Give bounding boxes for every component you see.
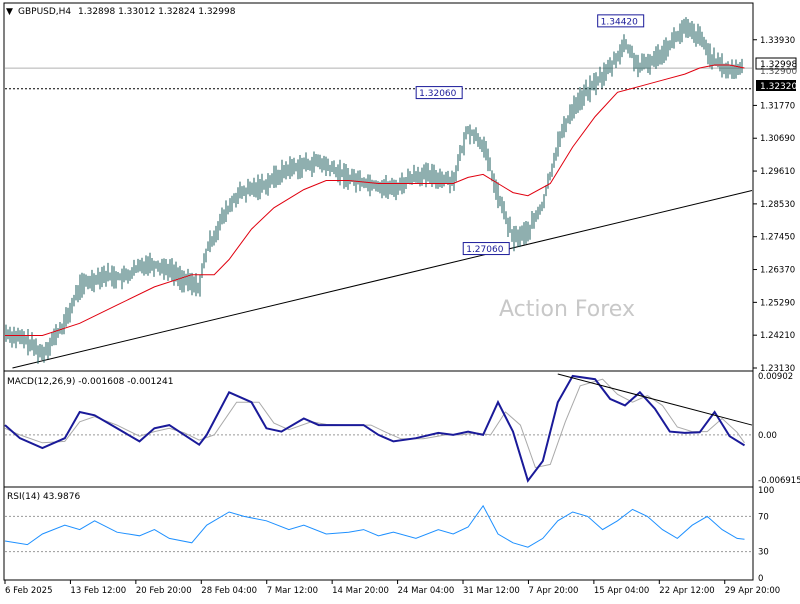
hidden-price-tag: 1.32900 (760, 67, 797, 77)
svg-text:1.32998: 1.32998 (760, 60, 797, 70)
macd-header: MACD(12,26,9) -0.001608 -0.001241 (7, 377, 173, 387)
ohlc-values: 1.32898 1.33012 1.32824 1.32998 (78, 7, 236, 17)
rsi-axis-label: 30 (758, 548, 769, 558)
rsi-layer: RSI(14) 43.9876 (4, 492, 752, 553)
price-axis-label: 1.31770 (760, 101, 795, 111)
time-axis-label: 15 Apr 04:00 (594, 586, 649, 596)
price-axis-label: 1.27450 (760, 233, 795, 243)
macd-axis-label: -0.006915 (758, 476, 800, 486)
time-axis-label: 6 Feb 2025 (5, 586, 53, 596)
time-axis-label: 20 Feb 20:00 (136, 586, 192, 596)
time-axis-label: 13 Feb 12:00 (70, 586, 126, 596)
time-axis-label: 7 Apr 20:00 (528, 586, 578, 596)
time-axis-label: 7 Mar 12:00 (267, 586, 318, 596)
price-axis-label: 1.24210 (760, 331, 795, 341)
time-axis-label: 31 Mar 12:00 (463, 586, 520, 596)
time-axis-label: 14 Mar 20:00 (332, 586, 389, 596)
time-axis-label: 22 Apr 12:00 (659, 586, 714, 596)
rsi-axis-label: 0 (758, 574, 763, 584)
price-annotation: 1.32060 (415, 86, 463, 100)
svg-text:1.32320: 1.32320 (760, 82, 797, 92)
macd-line (4, 374, 746, 483)
annotation-label: 1.34420 (601, 17, 638, 27)
price-axis-label: 1.28530 (760, 200, 795, 210)
time-axis-label: 24 Mar 04:00 (398, 586, 455, 596)
price-axis-label: 1.23130 (760, 364, 795, 374)
annotation-box (462, 242, 510, 256)
rsi-panel-frame (3, 486, 754, 581)
rsi-line (4, 504, 745, 548)
axis-layer: 1.33930 1.31770 1.30690 1.29610 1.28530 1.274… (4, 36, 800, 596)
price-axis-label: 1.33930 (760, 36, 795, 46)
watermark: Action Forex (499, 297, 635, 322)
macd-axis-label: 0.00902 (758, 372, 793, 382)
rsi-axis-label: 100 (758, 486, 774, 496)
time-axis-label: 28 Feb 04:00 (201, 586, 257, 596)
macd-trendline (557, 373, 753, 426)
rsi-header: RSI(14) 43.9876 (7, 492, 80, 502)
price-axis-label: 1.29610 (760, 167, 795, 177)
annotation-label: 1.27060 (466, 245, 503, 255)
price-annotation: 1.27060 (462, 242, 510, 256)
price-bars (5, 17, 743, 364)
macd-signal-line (4, 378, 745, 469)
current-price-tag: 1.32998 (755, 57, 797, 70)
price-annotation: 1.34420 (597, 14, 645, 28)
time-axis-label: 29 Apr 20:00 (725, 586, 780, 596)
macd-layer: MACD(12,26,9) -0.001608 -0.001241 (4, 373, 753, 483)
macd-axis-label: 0.00 (758, 431, 777, 441)
price-axis-label: 1.26370 (760, 266, 795, 276)
svg-text:1.32900: 1.32900 (760, 67, 797, 77)
price-axis-label: 1.25290 (760, 298, 795, 308)
support-trendline (12, 190, 753, 369)
price-layer: 1.34420 1.32060 1.27060 (5, 14, 753, 369)
chart-menu-icon[interactable]: ▼ (6, 7, 13, 17)
annotation-box (415, 86, 463, 100)
annotation-box (597, 14, 645, 28)
rsi-axis-label: 70 (758, 512, 769, 522)
moving-average-line (5, 64, 745, 336)
price-axis-label: 1.30690 (760, 134, 795, 144)
line-price-tag: 1.32320 (756, 80, 797, 92)
annotation-label: 1.32060 (419, 89, 456, 99)
symbol-label: GBPUSD,H4 (18, 7, 71, 17)
